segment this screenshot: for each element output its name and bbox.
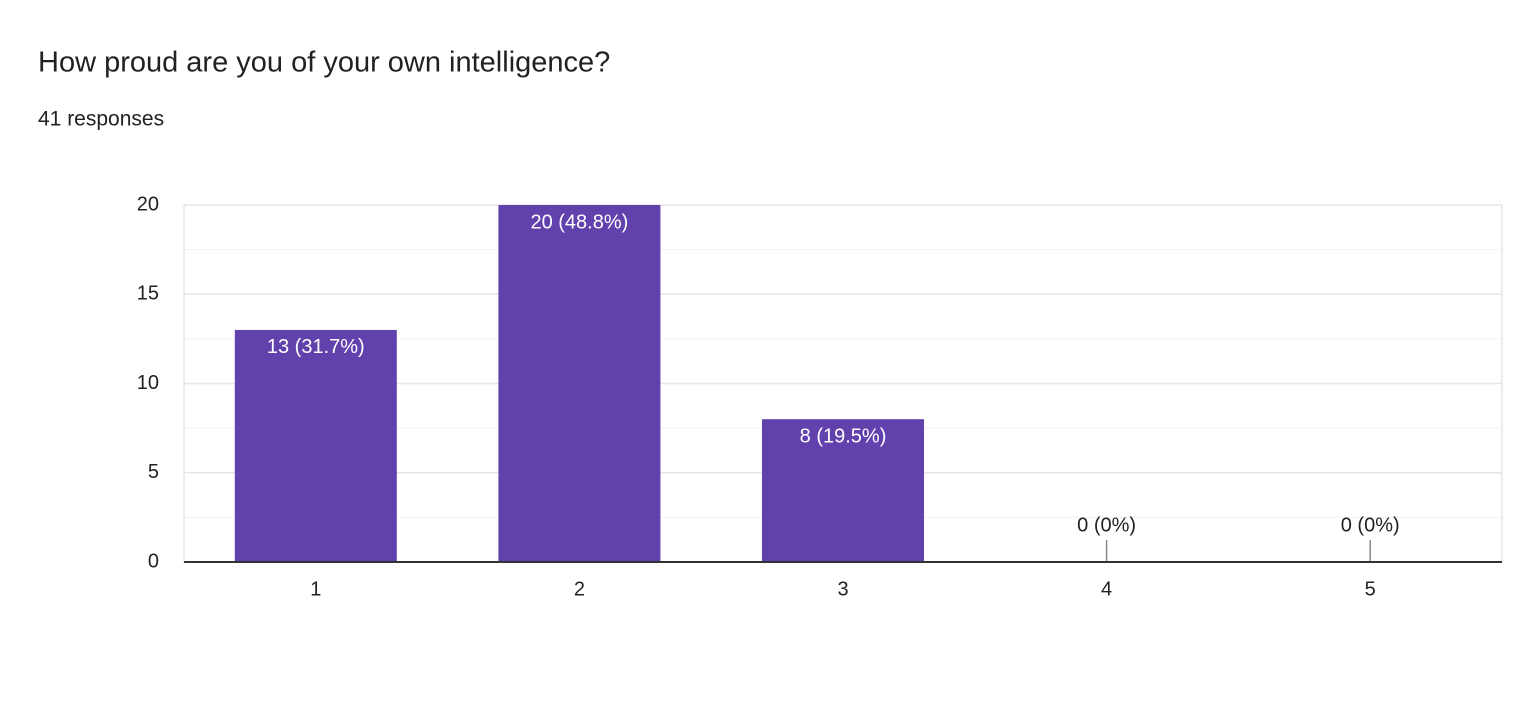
chart-subtitle: 41 responses <box>38 108 164 131</box>
value-label: 20 (48.8%) <box>530 211 628 233</box>
value-label: 0 (0%) <box>1077 514 1136 536</box>
y-tick-label: 5 <box>148 461 159 483</box>
y-tick-label: 0 <box>148 550 159 572</box>
x-tick-label: 4 <box>1101 578 1112 600</box>
x-tick-label: 2 <box>574 578 585 600</box>
bar <box>762 419 924 562</box>
value-label: 0 (0%) <box>1341 514 1400 536</box>
value-label: 8 (19.5%) <box>800 425 887 447</box>
value-label: 13 (31.7%) <box>267 336 365 358</box>
bar <box>234 329 397 562</box>
x-tick-label: 3 <box>837 578 848 600</box>
y-tick-label: 10 <box>137 372 159 394</box>
y-tick-label: 20 <box>137 193 159 215</box>
x-tick-label: 5 <box>1365 578 1376 600</box>
x-tick-label: 1 <box>310 578 321 600</box>
bar <box>498 205 661 562</box>
y-tick-label: 15 <box>137 283 159 305</box>
chart-title: How proud are you of your own intelligen… <box>38 47 610 79</box>
